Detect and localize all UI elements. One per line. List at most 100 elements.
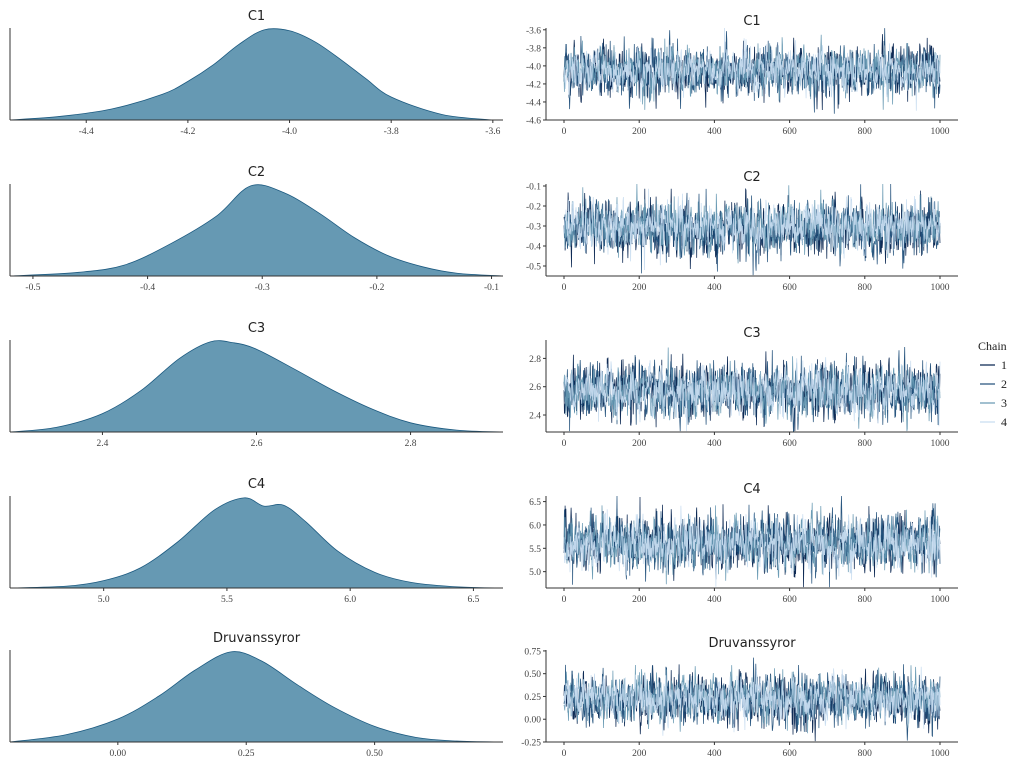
x-tick-label: 1000 [931,439,950,449]
x-tick-label: 200 [632,439,647,449]
trace-chain-4 [563,666,941,736]
x-tick-label: 200 [632,127,647,137]
legend-label-4: 4 [1001,415,1007,429]
y-tick-label: 2.4 [529,412,541,422]
x-tick-label: -4.2 [180,127,195,137]
density-area [9,184,504,277]
density-area [9,651,504,743]
density-panel-4: Druvanssyror 0.00 0.25 0.50 [9,631,504,759]
x-tick-label: -0.1 [484,283,499,293]
x-tick-label: 400 [707,749,722,759]
x-tick-label: 200 [632,283,647,293]
y-tick-label: 0.50 [524,670,541,680]
x-tick-label: 0 [562,749,567,759]
x-tick-label: 800 [858,283,873,293]
x-tick-label: -4.4 [79,127,94,137]
y-tick-label: -0.2 [526,203,541,213]
y-tick-label: 0.75 [524,647,541,657]
trace-title: C2 [743,170,760,185]
y-tick-label: 0.00 [524,716,541,726]
density-area [9,340,504,433]
density-title: C3 [248,321,265,336]
x-tick-label: -0.4 [140,283,155,293]
x-tick-label: 0.25 [238,749,255,759]
trace-chain-3 [563,34,941,110]
x-tick-label: 0 [562,439,567,449]
trace-chain-3 [563,502,941,585]
density-area [9,28,493,121]
panels: C1 -4.4 -4.2 -4.0 -3.8 -3.6 C1 -4.6 -4.4 -4.2 -4.0… [9,9,958,759]
x-tick-label: 400 [707,595,722,605]
trace-title: C4 [743,482,760,497]
x-tick-label: -4.0 [282,127,297,137]
y-tick-label: 5.0 [529,568,541,578]
y-tick-label: -0.1 [526,183,541,193]
y-tick-label: -4.6 [526,117,541,127]
y-tick-label: -3.6 [526,26,541,36]
trace-title: C3 [743,326,760,341]
trace-panel-0: C1 -4.6 -4.4 -4.2 -4.0 -3.8 -3.6 0 200 400 600 800 1… [526,14,958,137]
trace-panel-3: C4 5.0 5.5 6.0 6.5 0 200 400 600 800 1000 [529,482,958,605]
x-tick-label: 1000 [931,595,950,605]
x-tick-label: 2.8 [405,439,417,449]
trace-chain-4 [563,357,941,432]
x-tick-label: 600 [782,127,797,137]
x-tick-label: 400 [707,283,722,293]
x-tick-label: 5.5 [221,595,233,605]
trace-title: Druvanssyror [708,636,796,651]
x-tick-label: 200 [632,595,647,605]
density-title: C1 [248,9,265,24]
x-tick-label: 1000 [931,749,950,759]
x-tick-label: 0 [562,127,567,137]
trace-chain-4 [563,505,941,587]
density-area [9,497,504,589]
x-tick-label: 800 [858,595,873,605]
legend-title: Chain [978,339,1007,353]
density-title: C2 [248,165,265,180]
y-tick-label: -0.25 [521,739,541,749]
y-tick-label: 6.0 [529,521,541,531]
x-tick-label: -0.5 [25,283,40,293]
x-tick-label: 0 [562,283,567,293]
x-tick-label: 200 [632,749,647,759]
density-panel-2: C3 2.4 2.6 2.8 [9,321,504,449]
legend-label-3: 3 [1001,396,1007,410]
x-tick-label: 600 [782,595,797,605]
x-tick-label: 600 [782,283,797,293]
x-tick-label: 400 [707,439,722,449]
x-tick-label: 2.4 [97,439,109,449]
x-tick-label: 800 [858,749,873,759]
trace-panel-4: Druvanssyror -0.25 0.00 0.25 0.50 0.75 0 200 400… [521,636,958,759]
trace-chain-4 [563,27,941,111]
density-panel-1: C2 -0.5 -0.4 -0.3 -0.2 -0.1 [9,165,504,293]
density-title: C4 [248,477,265,492]
x-tick-label: 400 [707,127,722,137]
x-tick-label: 0 [562,595,567,605]
x-tick-label: 1000 [931,127,950,137]
density-panel-0: C1 -4.4 -4.2 -4.0 -3.8 -3.6 [9,9,503,137]
x-tick-label: 2.6 [251,439,263,449]
y-tick-label: -0.4 [526,243,541,253]
x-tick-label: 0.50 [366,749,383,759]
x-tick-label: -3.6 [485,127,500,137]
x-tick-label: 6.0 [344,595,356,605]
y-tick-label: -4.4 [526,98,541,108]
trace-panel-2: C3 2.4 2.6 2.8 0 200 400 600 800 1000 [529,326,958,449]
x-tick-label: -0.2 [369,283,384,293]
y-tick-label: 2.6 [529,383,541,393]
y-tick-label: -4.2 [526,80,541,90]
x-tick-label: -3.8 [384,127,399,137]
trace-title: C1 [743,14,760,29]
y-tick-label: 5.5 [529,545,541,555]
density-title: Druvanssyror [213,631,301,646]
x-tick-label: 600 [782,439,797,449]
trace-chain-4 [563,188,941,271]
y-tick-label: -4.0 [526,62,541,72]
x-tick-label: -0.3 [255,283,270,293]
y-tick-label: -0.5 [526,263,541,273]
density-panel-3: C4 5.0 5.5 6.0 6.5 [9,477,504,605]
x-tick-label: 6.5 [467,595,479,605]
y-tick-label: 0.25 [524,693,541,703]
legend-label-1: 1 [1001,358,1007,372]
